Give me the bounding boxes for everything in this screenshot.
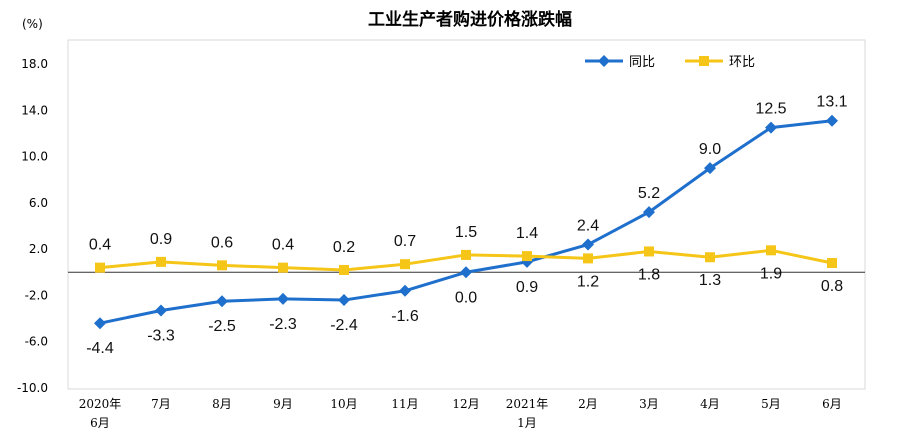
data-label-yoy: 0.0 <box>455 289 477 306</box>
x-tick-label: 5月 <box>761 397 781 411</box>
data-labels-layer: -4.4 -3.3 -2.5 -2.3 -2.4 -1.6 0.0 0.9 2.4 5.2 9.0 1… <box>86 94 847 358</box>
data-label-yoy: 9.0 <box>699 141 721 158</box>
data-label-mom: 1.3 <box>699 272 721 289</box>
data-point-mom <box>278 262 288 273</box>
data-point-yoy <box>216 295 228 308</box>
data-label-mom: 1.4 <box>516 225 538 242</box>
data-point-mom <box>217 260 227 271</box>
x-tick-label: 6月 <box>90 416 110 430</box>
legend-marker <box>699 56 709 66</box>
y-axis-unit: (%) <box>22 17 43 31</box>
data-label-yoy: -3.3 <box>147 327 175 344</box>
x-tick-label: 2020年 <box>79 397 122 411</box>
data-point-yoy <box>704 162 716 175</box>
x-tick-label: 2月 <box>578 397 598 411</box>
data-label-mom: 0.4 <box>89 237 111 254</box>
legend: 同比 环比 <box>585 55 755 70</box>
y-axis-ticks: 18.0 14.0 10.0 6.0 2.0 -2.0 -6.0 -10.0 <box>17 57 48 395</box>
data-point-mom <box>705 252 715 263</box>
data-label-yoy: -2.4 <box>330 317 358 334</box>
legend-label: 环比 <box>729 55 755 70</box>
data-point-mom <box>95 262 105 273</box>
x-tick-label: 8月 <box>212 397 232 411</box>
series-layer <box>94 114 838 330</box>
y-tick-label: -10.0 <box>17 381 48 395</box>
data-point-yoy <box>155 304 167 317</box>
data-label-yoy: 5.2 <box>638 185 660 202</box>
data-label-mom: 0.7 <box>394 233 416 250</box>
x-tick-label: 4月 <box>700 397 720 411</box>
data-label-yoy: -1.6 <box>391 308 419 325</box>
data-label-mom: 0.2 <box>333 239 355 256</box>
data-point-yoy <box>460 266 472 279</box>
data-label-mom: 1.8 <box>638 266 660 283</box>
data-point-yoy <box>826 114 838 127</box>
data-point-yoy <box>338 294 350 307</box>
x-tick-label: 10月 <box>330 397 357 411</box>
data-point-mom <box>644 246 654 257</box>
data-label-mom: 1.9 <box>760 265 782 282</box>
data-label-yoy: 13.1 <box>816 94 847 111</box>
data-label-yoy: 12.5 <box>755 101 786 118</box>
x-tick-label: 1月 <box>517 416 537 430</box>
y-tick-label: 6.0 <box>29 196 48 210</box>
x-tick-label: 3月 <box>639 397 659 411</box>
y-tick-label: 14.0 <box>21 103 48 117</box>
data-point-mom <box>156 256 166 267</box>
legend-label: 同比 <box>629 55 655 70</box>
x-tick-label: 11月 <box>391 397 418 411</box>
x-tick-label: 12月 <box>452 397 479 411</box>
data-point-mom <box>339 264 349 275</box>
y-tick-label: 10.0 <box>21 150 48 164</box>
x-tick-label: 6月 <box>822 397 842 411</box>
data-point-mom <box>522 251 532 262</box>
data-label-mom: 0.6 <box>211 234 233 251</box>
data-point-yoy <box>399 284 411 297</box>
data-label-mom: 0.4 <box>272 237 294 254</box>
data-point-yoy <box>94 317 106 330</box>
data-point-yoy <box>765 121 777 134</box>
data-label-yoy: -2.3 <box>269 316 297 333</box>
x-tick-label: 7月 <box>151 397 171 411</box>
y-tick-label: 2.0 <box>29 242 48 256</box>
data-point-mom <box>400 259 410 270</box>
data-point-yoy <box>277 292 289 305</box>
y-tick-label: -6.0 <box>25 335 48 349</box>
data-point-yoy <box>643 206 655 219</box>
y-tick-label: 18.0 <box>21 57 48 71</box>
data-point-mom <box>827 258 837 269</box>
x-axis-ticks: 2020年 6月 7月 8月 9月 10月 11月 12月 2021年 1月 2月 3月 4月 5月 6月 <box>79 397 842 430</box>
data-point-mom <box>583 253 593 264</box>
plot-area-border <box>67 39 866 390</box>
data-label-yoy: -4.4 <box>86 340 114 357</box>
x-tick-label: 2021年 <box>506 397 549 411</box>
data-point-mom <box>461 249 471 260</box>
data-label-yoy: 2.4 <box>577 218 599 235</box>
data-label-mom: 0.8 <box>821 278 843 295</box>
data-point-mom <box>766 245 776 256</box>
x-tick-label: 9月 <box>273 397 293 411</box>
data-point-yoy <box>582 238 594 251</box>
y-tick-label: -2.0 <box>25 288 48 302</box>
data-label-mom: 0.9 <box>150 231 172 248</box>
chart-title: 工业生产者购进价格涨跌幅 <box>368 9 572 30</box>
legend-marker <box>598 55 610 67</box>
data-label-yoy: 0.9 <box>516 279 538 296</box>
data-label-mom: 1.2 <box>577 273 599 290</box>
data-label-yoy: -2.5 <box>208 318 236 335</box>
data-label-mom: 1.5 <box>455 224 477 241</box>
